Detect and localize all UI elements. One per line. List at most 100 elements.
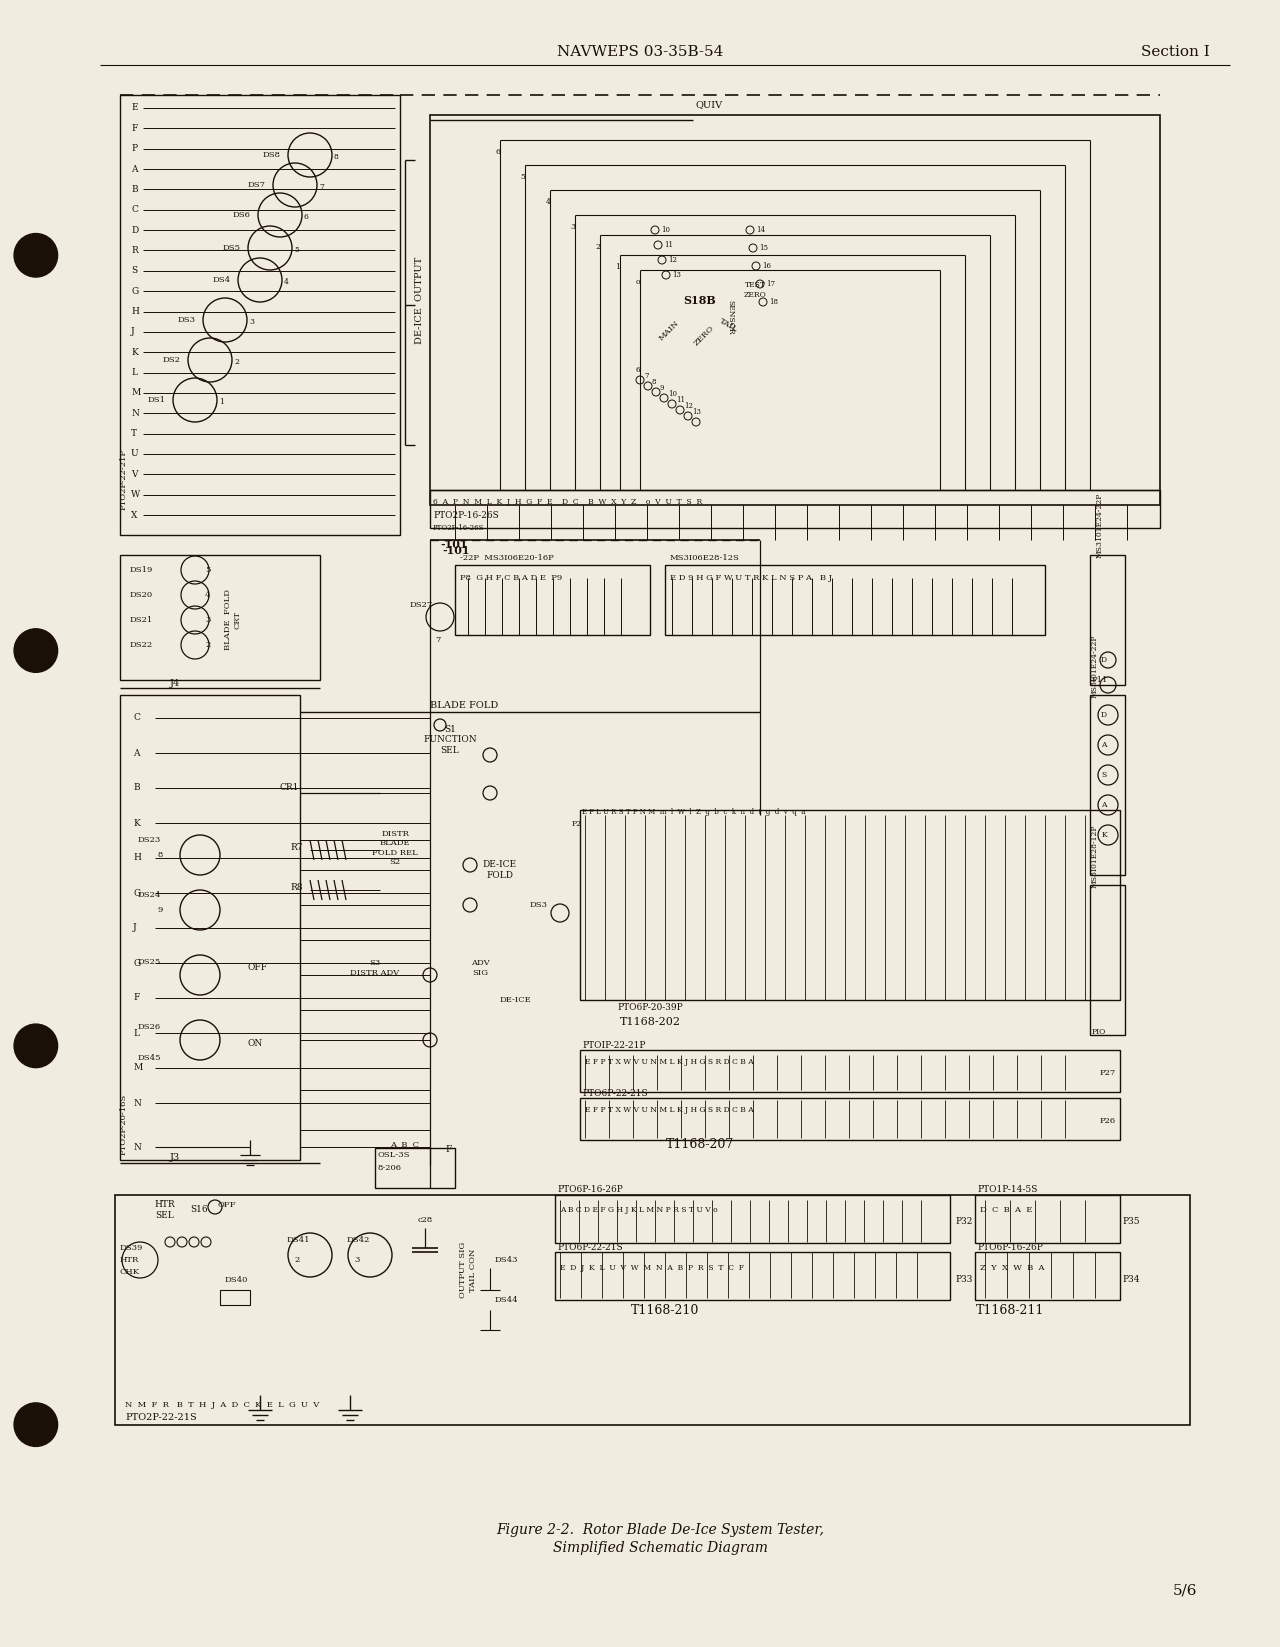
Text: E: E xyxy=(131,104,138,112)
Text: DISTR
BLADE
FOLD REL
S2: DISTR BLADE FOLD REL S2 xyxy=(372,830,417,866)
Bar xyxy=(666,565,1044,636)
Text: X: X xyxy=(131,511,137,519)
Text: P32: P32 xyxy=(955,1217,973,1227)
Text: N  M  F  R   B  T  H  J  A  D  C  K  E  L  G  U  V: N M F R B T H J A D C K E L G U V xyxy=(125,1402,319,1408)
Text: Section I: Section I xyxy=(1142,44,1210,59)
Text: F: F xyxy=(445,1146,452,1155)
Text: 3: 3 xyxy=(355,1257,360,1263)
Text: 8: 8 xyxy=(334,153,339,161)
Text: A: A xyxy=(1101,741,1107,749)
Text: P27: P27 xyxy=(1100,1069,1116,1077)
Text: -22P  MS3I06E20-16P: -22P MS3I06E20-16P xyxy=(460,553,554,562)
Text: Z  Y  X  W  B  A: Z Y X W B A xyxy=(980,1263,1044,1271)
Text: PIO: PIO xyxy=(1092,1028,1106,1036)
Text: -101: -101 xyxy=(440,540,467,550)
Bar xyxy=(220,1290,250,1304)
Text: P: P xyxy=(131,145,137,153)
Text: 8: 8 xyxy=(157,851,164,860)
Text: DS27: DS27 xyxy=(410,601,433,609)
Text: QUIV: QUIV xyxy=(695,100,722,109)
Circle shape xyxy=(14,234,58,277)
Text: DS3: DS3 xyxy=(178,316,196,324)
Text: E  D  J  K  L  U  V  W  M  N  A  B  P  R  S  T  C  F: E D J K L U V W M N A B P R S T C F xyxy=(561,1263,744,1271)
Text: CR1: CR1 xyxy=(280,784,300,792)
Bar xyxy=(580,810,1120,1000)
Text: DS43: DS43 xyxy=(495,1257,518,1263)
Text: W: W xyxy=(131,491,141,499)
Text: 8: 8 xyxy=(652,379,657,385)
Text: DS23: DS23 xyxy=(138,837,161,843)
Text: C: C xyxy=(133,713,140,723)
Text: DS20: DS20 xyxy=(131,591,154,600)
Text: 13: 13 xyxy=(692,408,701,417)
Text: OSL-3S: OSL-3S xyxy=(378,1151,411,1159)
Text: D: D xyxy=(1101,712,1107,720)
Text: 18: 18 xyxy=(769,298,778,306)
Text: Simplified Schematic Diagram: Simplified Schematic Diagram xyxy=(553,1542,768,1555)
Text: G: G xyxy=(133,959,141,967)
Text: 4: 4 xyxy=(284,278,289,287)
Text: MAIN: MAIN xyxy=(657,320,681,343)
Text: R: R xyxy=(131,245,138,255)
Text: DS8: DS8 xyxy=(262,152,282,160)
Text: 11: 11 xyxy=(676,395,685,404)
Text: B: B xyxy=(133,784,140,792)
Text: 10: 10 xyxy=(668,390,677,399)
Text: PTOIP-22-21P: PTOIP-22-21P xyxy=(582,1041,645,1049)
Text: 12: 12 xyxy=(668,255,677,264)
Bar xyxy=(454,565,650,636)
Text: R8: R8 xyxy=(291,883,302,893)
Text: S: S xyxy=(131,267,137,275)
Text: 5: 5 xyxy=(294,245,298,254)
Text: HTR: HTR xyxy=(120,1257,140,1263)
Text: PTO2P-22-21P: PTO2P-22-21P xyxy=(120,450,128,511)
Text: ZERO: ZERO xyxy=(692,324,716,348)
Text: ON: ON xyxy=(248,1039,264,1047)
Text: 6: 6 xyxy=(495,148,500,156)
Text: 5: 5 xyxy=(521,173,525,181)
Text: E F L U R S T P N M  m  l  W  l  Z  g  b  c  k  n  d  t  g  d  v  q  a: E F L U R S T P N M m l W l Z g b c k n … xyxy=(582,809,805,815)
Text: DS22: DS22 xyxy=(131,641,154,649)
Text: G: G xyxy=(133,888,141,898)
Text: E F P T X W V U N M L K J H G S R D C B A: E F P T X W V U N M L K J H G S R D C B … xyxy=(585,1057,754,1066)
Text: OFF: OFF xyxy=(248,963,268,972)
Text: 1: 1 xyxy=(616,264,621,272)
Text: P35: P35 xyxy=(1123,1217,1139,1227)
Text: DS4: DS4 xyxy=(212,277,232,283)
Text: 1: 1 xyxy=(219,399,224,407)
Text: 7: 7 xyxy=(435,636,440,644)
Bar xyxy=(430,115,1160,506)
Text: A B C D E F G H J K L M N P R S T U V o: A B C D E F G H J K L M N P R S T U V o xyxy=(561,1206,718,1214)
Text: PTO2P-16-26S: PTO2P-16-26S xyxy=(433,512,499,520)
Text: 12: 12 xyxy=(684,402,692,410)
Text: PTO2P-16-26S: PTO2P-16-26S xyxy=(433,524,485,532)
Bar xyxy=(580,1099,1120,1140)
Text: 7: 7 xyxy=(644,372,649,380)
Text: U: U xyxy=(131,450,138,458)
Bar xyxy=(115,1196,1190,1425)
Text: S: S xyxy=(1101,771,1107,779)
Text: A: A xyxy=(133,748,140,758)
Text: N: N xyxy=(131,408,138,418)
Text: 5/6: 5/6 xyxy=(1172,1583,1197,1598)
Text: 3: 3 xyxy=(205,616,210,624)
Text: E F P T X W V U N M L K J H G S R D C B A: E F P T X W V U N M L K J H G S R D C B … xyxy=(585,1107,754,1113)
Text: DS42: DS42 xyxy=(347,1235,370,1243)
Text: S3
DISTR ADV: S3 DISTR ADV xyxy=(351,960,399,977)
Text: HTR
SEL: HTR SEL xyxy=(155,1201,175,1220)
Text: DS45: DS45 xyxy=(138,1054,161,1062)
Text: 14: 14 xyxy=(756,226,765,234)
Text: PTO6P-22-21S: PTO6P-22-21S xyxy=(582,1089,648,1097)
Text: A  B  C: A B C xyxy=(390,1141,419,1150)
Text: NAVWEPS 03-35B-54: NAVWEPS 03-35B-54 xyxy=(557,44,723,59)
Text: PTO2P-22-21S: PTO2P-22-21S xyxy=(125,1413,197,1423)
Text: B: B xyxy=(131,184,138,194)
Text: K: K xyxy=(131,348,138,357)
Bar xyxy=(1091,884,1125,1034)
Text: 16: 16 xyxy=(762,262,771,270)
Text: SENSOR: SENSOR xyxy=(726,300,733,334)
Text: P26: P26 xyxy=(1100,1117,1116,1125)
Text: H: H xyxy=(131,306,138,316)
Bar xyxy=(556,1252,950,1299)
Text: L: L xyxy=(133,1028,140,1038)
